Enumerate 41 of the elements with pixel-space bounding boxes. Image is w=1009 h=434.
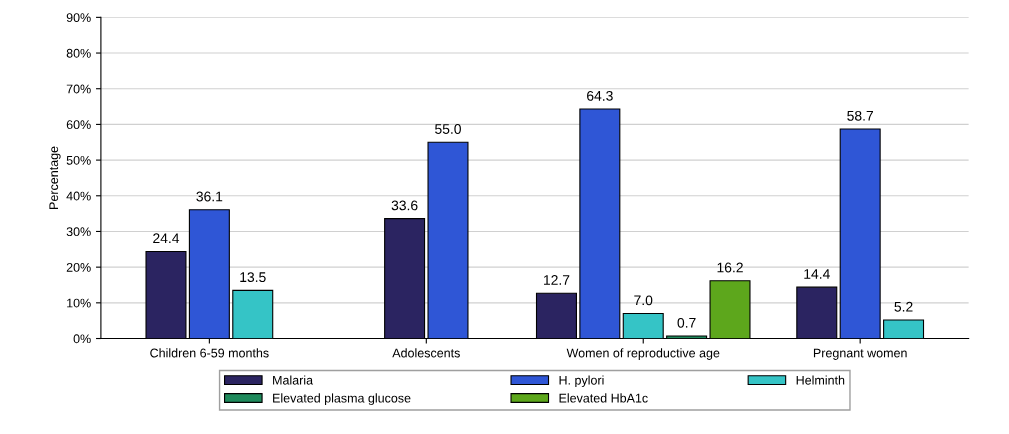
bar (839, 128, 881, 339)
data-label: 14.4 (804, 269, 830, 279)
y-tick-label: 30% (66, 227, 91, 237)
data-label: 5.2 (894, 301, 913, 312)
data-label: 33.6 (391, 200, 418, 211)
data-label: 16.2 (717, 262, 743, 273)
y-tick-label: 80% (66, 48, 91, 58)
bar (188, 209, 230, 339)
bar (232, 289, 274, 339)
y-axis-title: Percentage (49, 146, 61, 209)
y-tick-label: 50% (66, 155, 91, 165)
bar (666, 335, 708, 339)
x-tick-label: Adolescents (392, 348, 460, 358)
legend-label: H. pylori (559, 375, 604, 388)
bar (796, 286, 838, 339)
legend-label: Helminth (796, 375, 845, 385)
bar (145, 250, 187, 339)
y-tick-label: 70% (66, 84, 91, 94)
data-label: 58.7 (847, 110, 873, 121)
y-tick-label: 90% (66, 13, 91, 23)
data-label: 0.7 (677, 317, 696, 328)
y-tick-label: 20% (66, 262, 91, 272)
y-tick-label: 60% (66, 120, 91, 130)
data-label: 24.4 (153, 233, 180, 244)
data-label: 64.3 (587, 90, 613, 101)
data-label: 7.0 (634, 295, 653, 306)
bar (883, 319, 925, 339)
y-tick-label: 0% (73, 334, 91, 344)
x-tick-label: Children 6-59 months (150, 348, 269, 358)
data-label: 12.7 (544, 275, 570, 285)
legend-label: Elevated HbA1c (559, 393, 648, 403)
x-tick-label: Women of reproductive age (566, 348, 720, 360)
x-tick-label: Pregnant women (813, 348, 907, 360)
data-label: 13.5 (240, 272, 266, 283)
data-label: 36.1 (196, 191, 223, 202)
legend-label: Elevated plasma glucose (273, 393, 411, 406)
y-tick-label: 10% (67, 298, 91, 308)
legend-label: Malaria (273, 375, 314, 385)
bar (709, 280, 751, 339)
data-label: 55.0 (435, 124, 461, 134)
y-tick-label: 40% (66, 191, 91, 201)
